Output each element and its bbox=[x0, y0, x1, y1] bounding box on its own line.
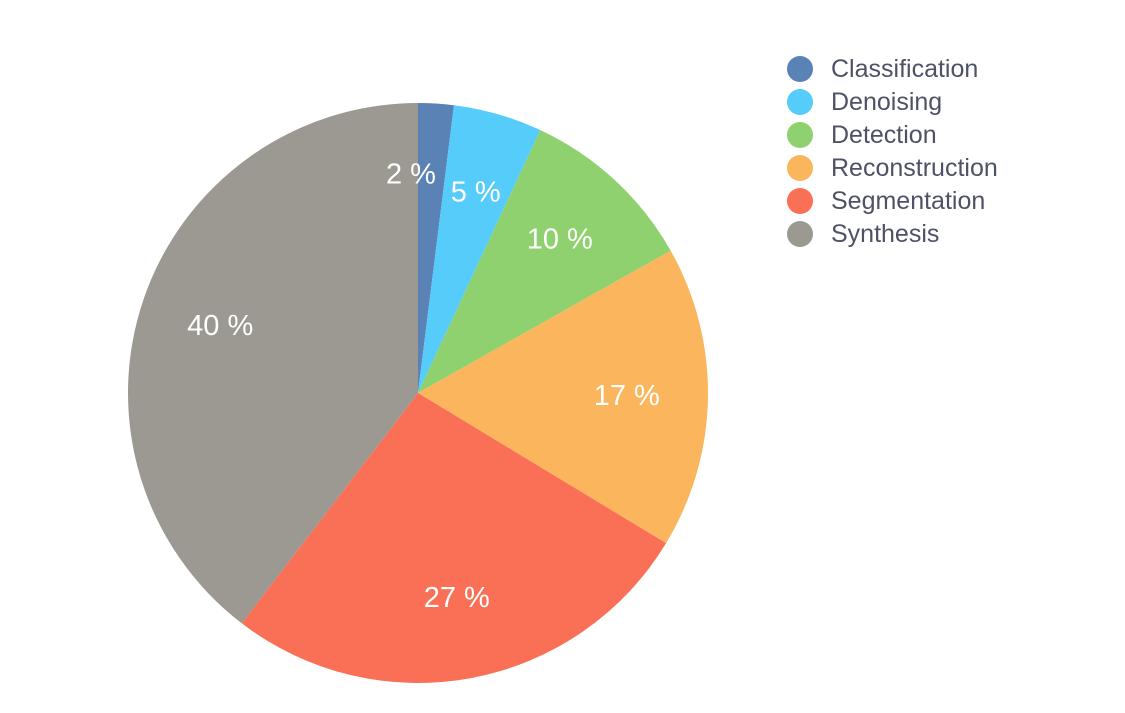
legend-label-segmentation: Segmentation bbox=[831, 187, 985, 215]
slice-label-detection: 10 % bbox=[527, 224, 593, 256]
slice-label-denoising: 5 % bbox=[451, 176, 501, 208]
pie-slice-classification bbox=[418, 103, 454, 393]
legend-swatch-denoising bbox=[787, 89, 813, 115]
slice-label-reconstruction: 17 % bbox=[594, 380, 660, 412]
pie-slice-segmentation bbox=[241, 393, 667, 683]
pie-slice-reconstruction bbox=[418, 250, 709, 544]
pie-slice-labels: 2 % 5 % 10 % 17 % 27 % 40 % bbox=[187, 159, 660, 615]
pie-slice-denoising bbox=[418, 105, 541, 394]
legend-label-denoising: Denoising bbox=[831, 88, 942, 116]
legend-label-reconstruction: Reconstruction bbox=[831, 154, 998, 182]
legend-swatch-segmentation bbox=[787, 188, 813, 214]
pie-slice-detection bbox=[418, 130, 671, 393]
slice-label-classification: 2 % bbox=[386, 159, 436, 191]
legend-label-synthesis: Synthesis bbox=[831, 220, 939, 248]
legend-swatch-detection bbox=[787, 122, 813, 148]
legend-label-detection: Detection bbox=[831, 121, 937, 149]
legend-swatch-synthesis bbox=[787, 221, 813, 247]
legend-swatch-classification bbox=[787, 56, 813, 82]
pie-slices bbox=[127, 103, 709, 683]
legend: Classification Denoising Detection Reconstr… bbox=[787, 55, 998, 248]
slice-label-synthesis: 40 % bbox=[187, 310, 253, 342]
pie-slice-synthesis bbox=[127, 103, 418, 624]
legend-swatch-reconstruction bbox=[787, 155, 813, 181]
slice-label-segmentation: 27 % bbox=[424, 582, 490, 614]
legend-label-classification: Classification bbox=[831, 55, 978, 83]
